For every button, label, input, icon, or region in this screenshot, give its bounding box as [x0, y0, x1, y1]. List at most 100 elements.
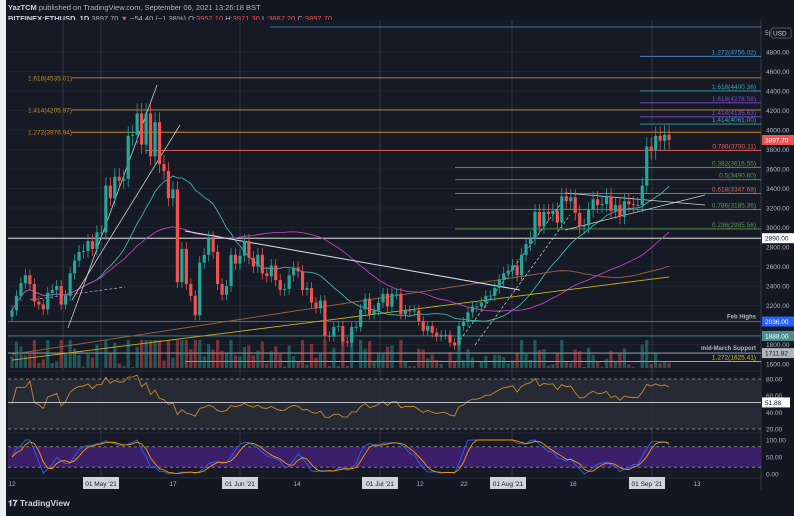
volume-bar [126, 340, 130, 368]
time-axis[interactable]: 12 01 May '21 17 01 Jun '21 14 01 Jul '21 12 22… [8, 477, 701, 489]
volume-bar [314, 357, 318, 368]
price-marker [762, 330, 794, 341]
currency-label[interactable]: USD [773, 31, 787, 38]
moving-average-line [11, 265, 670, 355]
volume-bar [305, 364, 309, 368]
candle-body [175, 189, 179, 283]
rsi-tick-label: 80.00 [766, 377, 783, 384]
candle-body [95, 232, 99, 249]
stoch-rsi-lines [11, 439, 670, 475]
candle-body [256, 254, 260, 267]
tradingview-logo[interactable]: 𝟏𝟕 TradingView [8, 498, 70, 509]
candle-body [287, 275, 291, 289]
candle-body [90, 241, 95, 249]
candle-body [560, 196, 564, 223]
candle-body [265, 273, 269, 277]
candle-body [305, 287, 309, 290]
rsi-line [11, 374, 670, 418]
candle-body [46, 292, 50, 310]
fib-label: 0.5(3490.60) [719, 173, 756, 180]
price-axis[interactable]: 4800.00 4600.00 4400.00 4200.00 4000.00 3800.… [762, 0, 794, 490]
price-tick-label: 4400.00 [766, 89, 790, 96]
descending-trendline[interactable] [184, 230, 521, 291]
candle-body [37, 301, 41, 305]
dashed-channel-line-2[interactable] [474, 214, 571, 346]
candle-body [207, 238, 211, 255]
channel-line-lower[interactable] [71, 124, 181, 301]
volume-bar [591, 354, 595, 368]
volume-bar [470, 357, 475, 368]
volume-bar [180, 340, 184, 368]
volume-bar [654, 352, 658, 368]
time-tick-label: 01 Jul '21 [366, 481, 394, 488]
volume-bar [417, 348, 421, 368]
candle-body [327, 335, 331, 337]
moving-averages [11, 175, 670, 361]
fib-label: 1.414(4061.00) [712, 117, 756, 124]
candle-body [627, 201, 631, 205]
candle-body [497, 280, 501, 288]
candle-body [537, 211, 542, 227]
candle-body [28, 275, 32, 285]
candle-body [350, 326, 354, 343]
volume-bar [104, 340, 108, 368]
volume-bar [426, 358, 430, 368]
volume-bar [457, 340, 461, 368]
volume-bar [144, 340, 148, 368]
symbol[interactable]: BITFINEX:ETHUSD, 1D [8, 14, 90, 23]
candle-body [448, 334, 452, 343]
candle-body [117, 176, 121, 181]
candle-body [50, 289, 54, 293]
price-pane [8, 20, 761, 370]
volume-bar [184, 340, 188, 368]
candle-body [323, 300, 327, 336]
volume-bar [193, 340, 197, 368]
volume-bar [368, 341, 372, 368]
fib-label: 1.272(4756.02) [712, 49, 756, 56]
brand-text: TradingView [19, 498, 70, 508]
fib-label: 0.786(3790.11) [712, 143, 756, 150]
volume-bar [175, 340, 179, 368]
candle-body [104, 185, 108, 233]
volume-bar [403, 360, 407, 368]
candle-body [126, 135, 130, 179]
volume-bar [189, 349, 193, 368]
volume-bar [613, 360, 618, 368]
candle-body [59, 286, 63, 305]
candle-body [546, 211, 550, 214]
volume-bar [484, 356, 488, 368]
candle-body [247, 241, 251, 258]
publisher[interactable]: YazTCM [8, 3, 37, 12]
fib-label: 1.414(4205.97) [28, 107, 72, 114]
candle-body [443, 334, 448, 336]
volume-bar [211, 349, 215, 368]
candle-body [171, 189, 175, 199]
candle-body [345, 341, 349, 343]
candle-body [86, 241, 90, 251]
volume-bar [68, 340, 72, 368]
candle-body [193, 295, 197, 316]
candle-body [663, 134, 667, 141]
volume-bar [207, 344, 211, 368]
volume-bar [578, 351, 582, 368]
volume-bar [86, 354, 90, 368]
volume-bar [202, 356, 206, 368]
volume-bar [108, 353, 112, 368]
volume-bar [390, 345, 394, 368]
dashed-channel-line[interactable] [459, 204, 561, 341]
volume-bar [50, 363, 54, 368]
volume-bar [323, 340, 327, 368]
volume-bar [41, 359, 45, 368]
candle-body [64, 295, 68, 305]
candle-body [649, 146, 653, 151]
candle-body [19, 283, 23, 296]
triangle-upper[interactable] [564, 192, 706, 206]
volume-bar [224, 353, 229, 368]
candle-body [153, 122, 157, 157]
annotation-label: Feb Highs [727, 314, 757, 320]
volume-bar [479, 361, 483, 368]
volume-bars [10, 340, 671, 368]
dashed-line[interactable] [29, 286, 126, 301]
candle-body [658, 135, 662, 141]
